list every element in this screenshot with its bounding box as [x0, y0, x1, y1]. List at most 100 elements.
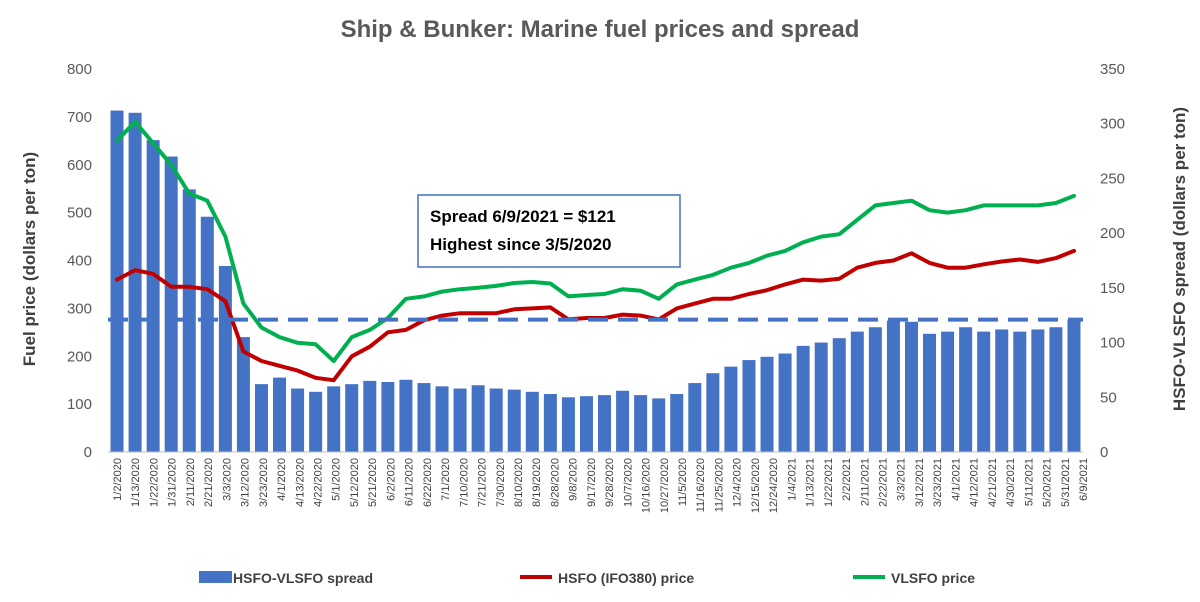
- y-left-tick-label: 500: [67, 205, 92, 222]
- spread-bar: [1067, 320, 1080, 452]
- chart: Ship & Bunker: Marine fuel prices and sp…: [0, 0, 1200, 602]
- y-left-tick-label: 100: [67, 396, 92, 413]
- spread-bar: [472, 385, 485, 452]
- legend-swatch-spread: [199, 571, 232, 583]
- spread-bar: [959, 327, 972, 452]
- spread-bar: [652, 398, 665, 452]
- x-tick-label: 5/20/2021: [1042, 458, 1054, 507]
- y-left-tick-label: 0: [84, 444, 92, 461]
- x-tick-label: 1/13/2021: [805, 458, 817, 507]
- x-tick-label: 7/10/2020: [458, 458, 470, 507]
- spread-bar: [363, 381, 376, 452]
- y-left-tick-label: 300: [67, 300, 92, 317]
- annotation-line-1: Spread 6/9/2021 = $121: [430, 207, 616, 226]
- spread-bar: [1013, 332, 1026, 452]
- legend-label-vlsfo: VLSFO price: [891, 570, 975, 586]
- spread-bar: [670, 394, 683, 452]
- y-left-tick-label: 800: [67, 61, 92, 78]
- spread-bar: [580, 396, 593, 452]
- x-tick-label: 4/1/2021: [950, 458, 962, 501]
- x-tick-label: 5/11/2021: [1023, 458, 1035, 506]
- spread-bar: [616, 391, 629, 452]
- spread-bar: [977, 332, 990, 452]
- x-tick-label: 1/22/2020: [148, 458, 160, 507]
- y-right-tick-label: 50: [1100, 389, 1117, 406]
- spread-bar: [887, 321, 900, 452]
- spread-bar: [454, 389, 467, 452]
- annotation-line-2: Highest since 3/5/2020: [430, 235, 611, 254]
- spread-bar: [417, 383, 430, 452]
- x-tick-label: 4/21/2021: [987, 458, 999, 507]
- spread-bar: [724, 367, 737, 452]
- y-right-tick-label: 150: [1100, 280, 1125, 297]
- legend-label-spread: HSFO-VLSFO spread: [233, 570, 373, 586]
- x-tick-label: 1/4/2021: [786, 458, 798, 501]
- x-tick-label: 11/16/2020: [695, 458, 707, 512]
- spread-bar: [399, 380, 412, 452]
- spread-bar: [201, 217, 214, 452]
- x-tick-label: 12/24/2020: [768, 458, 780, 513]
- spread-bar: [923, 334, 936, 452]
- x-tick-label: 2/21/2020: [203, 458, 215, 507]
- x-tick-label: 3/3/2021: [896, 458, 908, 501]
- legend-item-vlsfo: VLSFO price: [853, 570, 975, 586]
- x-tick-label: 1/2/2020: [112, 458, 124, 501]
- x-tick-label: 5/1/2020: [331, 458, 343, 501]
- spread-bar: [562, 397, 575, 452]
- x-tick-label: 3/23/2021: [932, 458, 944, 507]
- x-tick-label: 9/8/2020: [568, 458, 580, 501]
- y-right-tick-label: 300: [1100, 116, 1125, 133]
- spread-bar: [165, 157, 178, 452]
- spread-bar: [1049, 327, 1062, 452]
- spread-bar: [436, 386, 449, 452]
- x-tick-label: 4/13/2020: [294, 458, 306, 507]
- x-tick-label: 1/31/2020: [167, 458, 179, 507]
- x-tick-label: 1/22/2021: [823, 458, 835, 507]
- x-tick-label: 2/11/2021: [859, 458, 871, 506]
- spread-bar: [995, 329, 1008, 452]
- chart-title: Ship & Bunker: Marine fuel prices and sp…: [341, 16, 860, 43]
- x-tick-label: 10/16/2020: [641, 458, 653, 513]
- x-tick-label: 5/31/2021: [1060, 458, 1072, 507]
- spread-bar: [761, 357, 774, 452]
- x-tick-label: 9/17/2020: [586, 458, 598, 507]
- x-tick-label: 4/1/2020: [276, 458, 288, 501]
- spread-bar: [941, 332, 954, 452]
- x-tick-label: 7/30/2020: [495, 458, 507, 507]
- spread-bar: [833, 338, 846, 452]
- x-tick-label: 9/28/2020: [604, 458, 616, 507]
- x-tick-label: 6/9/2021: [1078, 458, 1090, 501]
- x-tick-label: 8/10/2020: [513, 458, 525, 507]
- x-tick-label: 11/5/2020: [677, 458, 689, 506]
- x-tick-label: 12/4/2020: [732, 458, 744, 507]
- spread-bar: [905, 322, 918, 452]
- spread-bar: [851, 332, 864, 452]
- x-tick-label: 8/19/2020: [531, 458, 543, 507]
- spread-bar: [742, 360, 755, 452]
- y-right-tick-label: 0: [1100, 444, 1108, 461]
- spread-bar: [706, 373, 719, 452]
- x-tick-label: 2/2/2021: [841, 458, 853, 501]
- spread-bar: [291, 389, 304, 452]
- x-tick-label: 11/25/2020: [713, 458, 725, 512]
- x-tick-label: 6/11/2020: [404, 458, 416, 506]
- y-right-tick-label: 200: [1100, 225, 1125, 242]
- y-left-tick-label: 600: [67, 157, 92, 174]
- x-tick-label: 2/22/2021: [878, 458, 890, 507]
- y-right-tick-label: 100: [1100, 335, 1125, 352]
- spread-bar: [779, 354, 792, 452]
- x-tick-label: 4/12/2021: [969, 458, 981, 507]
- x-tick-label: 12/15/2020: [750, 458, 762, 513]
- annotation-box: Spread 6/9/2021 = $121 Highest since 3/5…: [418, 195, 680, 267]
- spread-bar: [345, 384, 358, 452]
- x-tick-label: 2/11/2020: [185, 458, 197, 506]
- x-tick-label: 3/12/2021: [914, 458, 926, 507]
- y-right-axis-title: HSFO-VLSFO spread (dollars per ton): [1170, 107, 1189, 411]
- spread-bar: [273, 378, 286, 452]
- x-tick-label: 3/12/2020: [240, 458, 252, 507]
- legend-label-hsfo: HSFO (IFO380) price: [558, 570, 694, 586]
- x-tick-label: 4/30/2021: [1005, 458, 1017, 507]
- x-tick-label: 3/23/2020: [258, 458, 270, 507]
- bars-layer: [111, 111, 1081, 452]
- x-tick-label: 8/28/2020: [549, 458, 561, 507]
